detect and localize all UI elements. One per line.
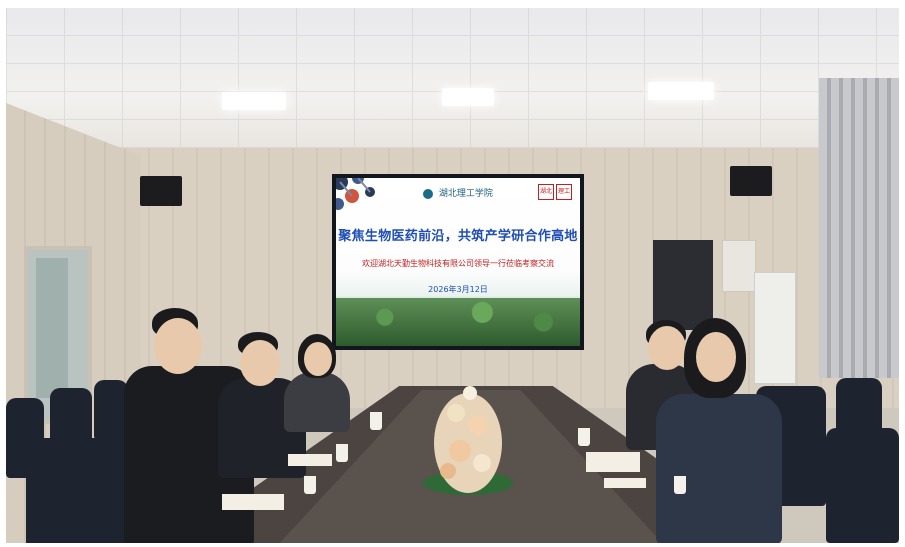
attendee-body <box>656 394 782 543</box>
screen-date: 2026年3月12日 <box>428 285 488 294</box>
flower-arrangement <box>423 386 513 495</box>
seal-right: 理工 <box>556 184 572 200</box>
ceiling-light-right <box>648 82 714 100</box>
speaker-left <box>140 176 182 206</box>
university-name: 湖北理工学院 <box>438 189 493 199</box>
speaker-right <box>730 166 772 196</box>
campus-trees-image <box>336 298 580 346</box>
attendee-head <box>696 332 736 382</box>
display-screen: 湖北理工学院 湖北 理工 聚焦生物医药前沿，共筑产学研合作高地 欢迎湖北天勤生物… <box>332 174 584 350</box>
chair <box>826 428 899 543</box>
cup <box>336 444 348 462</box>
screen-headline: 聚焦生物医药前沿，共筑产学研合作高地 <box>338 229 578 244</box>
university-emblem-icon <box>423 188 434 199</box>
screen-subline: 欢迎湖北天勤生物科技有限公司领导一行莅临考察交流 <box>362 259 554 268</box>
notebook <box>604 478 646 488</box>
notebook <box>222 494 284 510</box>
wall-panel <box>722 240 756 292</box>
door-glass <box>36 258 68 398</box>
ceiling-light-center <box>442 88 494 106</box>
air-conditioner <box>754 272 796 384</box>
cup <box>674 476 686 494</box>
chair <box>26 438 136 543</box>
attendee-head <box>154 318 202 374</box>
notebook <box>288 454 332 466</box>
cup <box>370 412 382 430</box>
cup <box>304 476 316 494</box>
molecule-graphic <box>336 178 375 210</box>
ceiling <box>6 8 899 158</box>
chair <box>836 378 882 438</box>
university-logo: 湖北理工学院 <box>336 186 580 199</box>
attendee-body <box>284 372 350 432</box>
screen-content: 湖北理工学院 湖北 理工 聚焦生物医药前沿，共筑产学研合作高地 欢迎湖北天勤生物… <box>336 178 580 346</box>
ceiling-light-left <box>222 92 286 110</box>
attendee-head <box>240 340 280 386</box>
chair <box>94 380 128 440</box>
attendee-head <box>304 342 332 376</box>
ceiling-grid <box>6 8 899 158</box>
attendee-head <box>648 326 686 370</box>
window-curtain <box>819 78 899 378</box>
seal-left: 湖北 <box>538 184 554 200</box>
equipment-cabinet <box>653 240 713 330</box>
notebook <box>586 452 640 472</box>
cup <box>578 428 590 446</box>
meeting-room-photo: 湖北理工学院 湖北 理工 聚焦生物医药前沿，共筑产学研合作高地 欢迎湖北天勤生物… <box>6 8 899 543</box>
